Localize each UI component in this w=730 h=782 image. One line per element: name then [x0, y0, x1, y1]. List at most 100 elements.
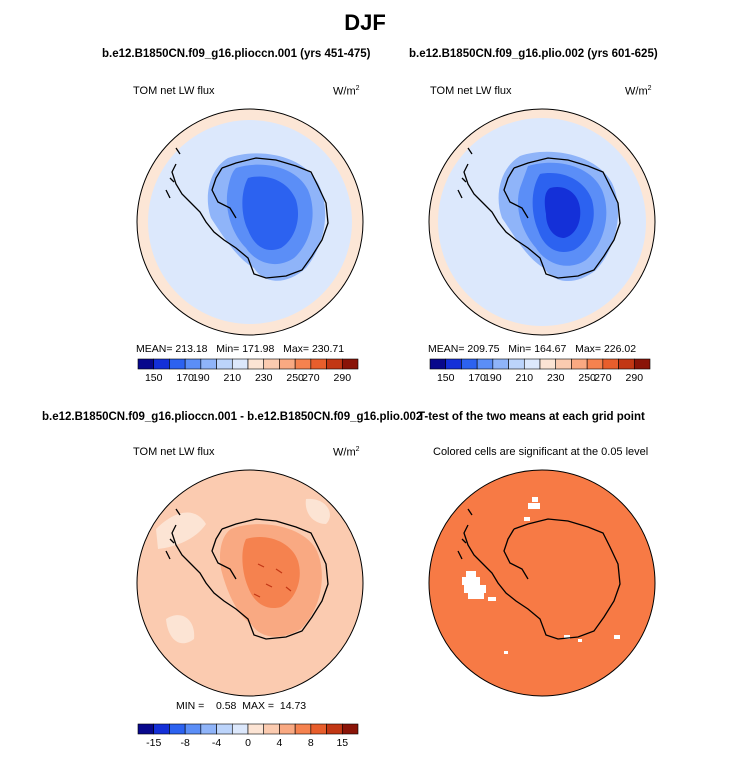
colorbar-cell	[200, 723, 217, 735]
colorbar-cell	[341, 723, 359, 735]
colorbar-tick-label: -8	[180, 737, 189, 749]
panel-1-colorbar-cells	[137, 358, 359, 370]
panel-3-field-light-patch-3	[305, 498, 330, 524]
colorbar-cell	[137, 723, 155, 735]
panel-1-land-outline	[171, 157, 329, 279]
panel-3-coast-bits	[165, 508, 181, 560]
colorbar-cell	[586, 358, 604, 370]
panel-2-stats: MEAN= 209.75 Min= 164.67 Max= 226.02	[428, 343, 637, 355]
colorbar-cell	[169, 358, 186, 370]
colorbar-cell	[216, 723, 233, 735]
panel-4-coast-bits	[457, 508, 473, 560]
panel-3-colorbar-cells	[137, 723, 359, 735]
colorbar-cell	[326, 723, 343, 735]
colorbar-cell	[184, 723, 202, 735]
colorbar-tick-label: 230	[547, 372, 565, 384]
colorbar-cell	[523, 358, 541, 370]
colorbar-tick-label: 150	[437, 372, 455, 384]
colorbar-tick-label: 190	[192, 372, 210, 384]
colorbar-cell	[137, 358, 155, 370]
panel-1-title: b.e12.B1850CN.f09_g16.plioccn.001 (yrs 4…	[102, 48, 371, 60]
colorbar-cell	[153, 723, 170, 735]
colorbar-tick-label: 290	[626, 372, 644, 384]
panel-2-field-level-1	[544, 186, 581, 238]
colorbar-cell	[263, 723, 280, 735]
panel-3-field-light-patch-2	[166, 615, 195, 644]
panel-4-significant-area	[428, 469, 656, 697]
figure-title: DJF	[344, 10, 386, 35]
colorbar-cell	[508, 358, 525, 370]
panel-1-field-level-2	[242, 176, 299, 250]
colorbar-tick-label: 150	[145, 372, 163, 384]
colorbar-tick-label: 270	[302, 372, 320, 384]
colorbar-tick-label: 250	[286, 372, 304, 384]
colorbar-tick-label: -4	[212, 737, 221, 749]
colorbar-cell	[263, 358, 280, 370]
panel-4-nonsignificant-cells	[462, 497, 620, 654]
panel-4-subtitle: Colored cells are significant at the 0.0…	[433, 446, 649, 458]
panel-2-variable-label: TOM net LW flux	[430, 85, 512, 97]
panel-3-colorbar-labels: -15 -8 -4 0 4 8 15	[146, 737, 348, 749]
colorbar-cell	[294, 358, 312, 370]
colorbar-cell	[231, 723, 249, 735]
colorbar-cell	[492, 358, 509, 370]
colorbar-cell	[445, 358, 462, 370]
colorbar-tick-label: 210	[224, 372, 242, 384]
panel-2-coast-bits	[457, 147, 473, 199]
panel-3-colorbar: -15 -8 -4 0 4 8 15	[137, 723, 359, 749]
colorbar-cell	[618, 358, 635, 370]
colorbar-cell	[247, 723, 265, 735]
panel-3-field-peaks	[253, 563, 292, 598]
colorbar-cell	[539, 358, 557, 370]
colorbar-tick-label: 170	[468, 372, 486, 384]
panel-2-units-label: W/m2	[625, 85, 652, 98]
colorbar-tick-label: 170	[176, 372, 194, 384]
colorbar-cell	[247, 358, 265, 370]
colorbar-cell	[571, 358, 588, 370]
panel-4-land-outline	[463, 518, 621, 640]
panel-2-land-outline	[463, 157, 621, 279]
colorbar-cell	[153, 358, 170, 370]
colorbar-tick-label: 15	[336, 737, 348, 749]
colorbar-cell	[461, 358, 478, 370]
colorbar-cell	[294, 723, 312, 735]
colorbar-cell	[200, 358, 217, 370]
colorbar-tick-label: 210	[516, 372, 534, 384]
colorbar-cell	[310, 723, 327, 735]
colorbar-tick-label: 4	[277, 737, 283, 749]
colorbar-cell	[341, 358, 359, 370]
panel-3-field-high	[242, 537, 300, 609]
colorbar-tick-label: 290	[334, 372, 352, 384]
colorbar-tick-label: 250	[578, 372, 596, 384]
colorbar-cell	[476, 358, 494, 370]
panel-1-map	[136, 108, 364, 336]
colorbar-cell	[279, 358, 296, 370]
panel-2-map	[428, 108, 656, 336]
panel-2-title: b.e12.B1850CN.f09_g16.plio.002 (yrs 601-…	[409, 48, 658, 60]
colorbar-tick-label: 190	[484, 372, 502, 384]
panel-1-stats: MEAN= 213.18 Min= 171.98 Max= 230.71	[136, 343, 345, 355]
colorbar-cell	[216, 358, 233, 370]
panel-3-title: b.e12.B1850CN.f09_g16.plioccn.001 - b.e1…	[42, 411, 422, 423]
colorbar-cell	[169, 723, 186, 735]
colorbar-cell	[279, 723, 296, 735]
colorbar-tick-label: 230	[255, 372, 273, 384]
colorbar-tick-label: -15	[146, 737, 161, 749]
panel-3-field-light-patch-1	[156, 512, 206, 549]
panel-1-coast-bits	[165, 147, 181, 199]
panel-2-colorbar-cells	[429, 358, 651, 370]
panel-3-variable-label: TOM net LW flux	[133, 446, 215, 458]
colorbar-tick-label: 270	[594, 372, 612, 384]
colorbar-cell	[326, 358, 343, 370]
colorbar-cell	[429, 358, 447, 370]
panel-3-units-label: W/m2	[333, 446, 360, 459]
colorbar-cell	[231, 358, 249, 370]
panel-3-land-outline	[171, 518, 329, 640]
panel-4-map	[428, 469, 656, 697]
colorbar-cell	[310, 358, 327, 370]
colorbar-tick-label: 8	[308, 737, 314, 749]
